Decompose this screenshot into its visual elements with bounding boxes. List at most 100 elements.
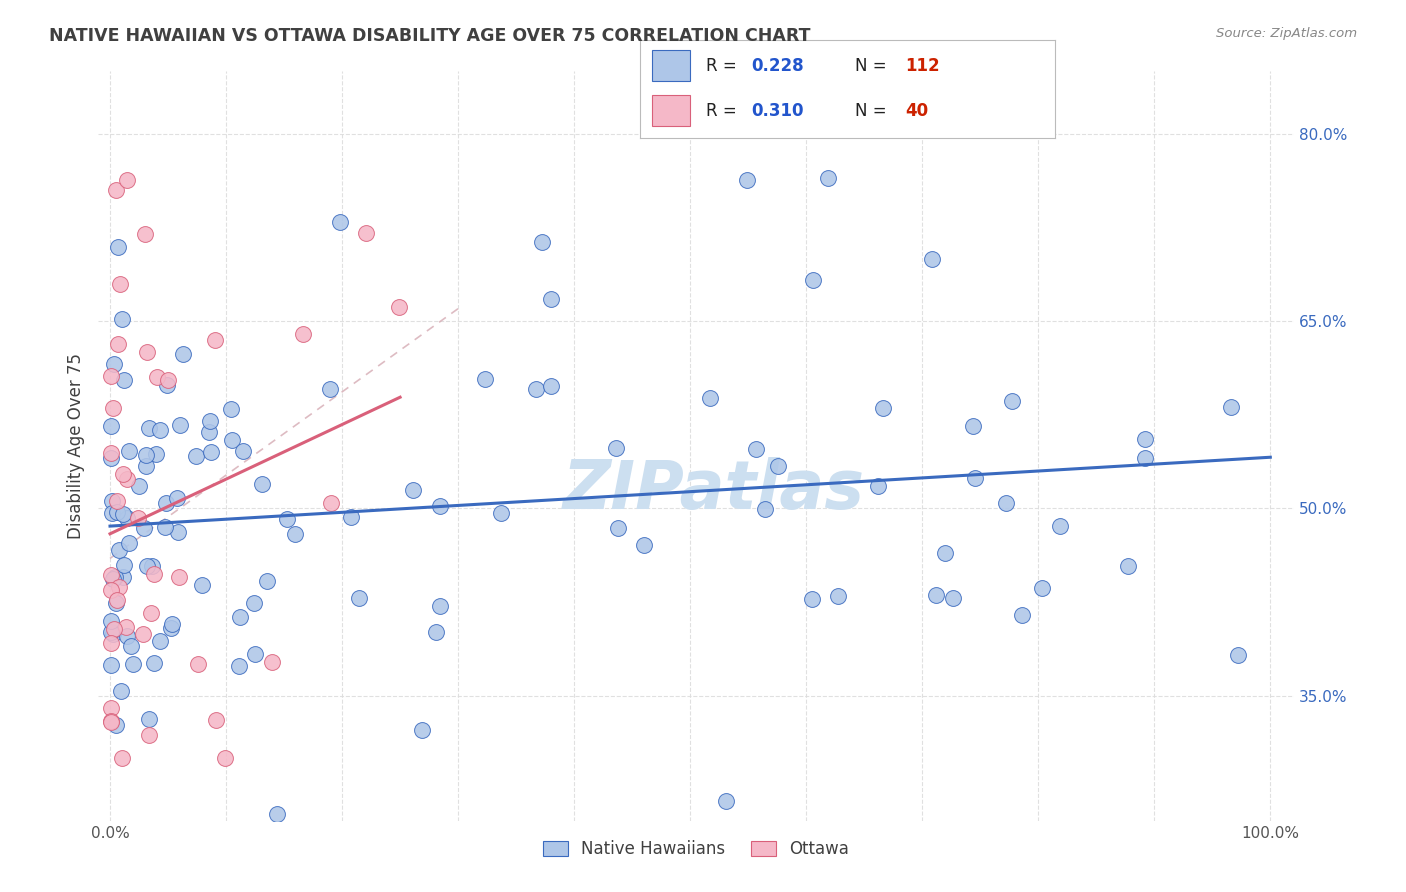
Point bbox=[143, 657, 166, 671]
Point bbox=[411, 723, 433, 737]
Text: N =: N = bbox=[855, 102, 893, 120]
Point bbox=[103, 622, 125, 636]
Point bbox=[714, 794, 737, 808]
Point bbox=[266, 807, 288, 822]
Text: 112: 112 bbox=[905, 57, 939, 75]
Text: 0.310: 0.310 bbox=[752, 102, 804, 120]
Point bbox=[138, 728, 160, 742]
Point bbox=[243, 597, 266, 611]
Text: R =: R = bbox=[706, 102, 742, 120]
Point bbox=[184, 449, 207, 463]
Point bbox=[136, 558, 159, 573]
Point bbox=[118, 536, 141, 550]
Text: 40: 40 bbox=[905, 102, 928, 120]
Point bbox=[122, 657, 145, 671]
Point bbox=[153, 520, 176, 534]
Point bbox=[191, 578, 214, 592]
Point bbox=[228, 610, 250, 624]
Point bbox=[118, 444, 141, 458]
Point bbox=[132, 626, 155, 640]
Point bbox=[1031, 582, 1053, 596]
Point bbox=[101, 627, 124, 641]
Point bbox=[1133, 450, 1156, 465]
Point bbox=[801, 273, 824, 287]
Point bbox=[115, 629, 138, 643]
Point bbox=[329, 215, 352, 229]
Point bbox=[221, 433, 243, 447]
Point bbox=[100, 658, 122, 673]
Point bbox=[1001, 393, 1024, 408]
Point bbox=[120, 639, 142, 653]
Point bbox=[252, 476, 274, 491]
Point bbox=[167, 570, 190, 584]
Point bbox=[108, 580, 131, 594]
Point bbox=[745, 442, 768, 456]
Point bbox=[200, 444, 222, 458]
Point bbox=[160, 621, 183, 635]
Point bbox=[100, 568, 122, 582]
Point bbox=[112, 558, 135, 573]
Point bbox=[866, 479, 889, 493]
Point bbox=[108, 543, 131, 558]
Point bbox=[228, 659, 250, 673]
Point bbox=[699, 392, 721, 406]
Point bbox=[114, 619, 136, 633]
Point bbox=[156, 378, 179, 392]
Point bbox=[100, 418, 122, 433]
Point bbox=[205, 714, 228, 728]
Bar bbox=[652, 95, 689, 127]
Point bbox=[172, 347, 194, 361]
Point bbox=[827, 589, 849, 603]
Point bbox=[111, 751, 134, 765]
Point bbox=[219, 401, 242, 416]
Point bbox=[243, 648, 266, 662]
Point bbox=[256, 574, 278, 588]
Point bbox=[925, 588, 948, 602]
Point bbox=[107, 336, 129, 351]
Point bbox=[197, 425, 219, 440]
Point bbox=[1116, 558, 1139, 573]
Point bbox=[141, 559, 163, 574]
Point bbox=[817, 171, 839, 186]
Point bbox=[872, 401, 894, 416]
Point bbox=[942, 591, 965, 605]
Point bbox=[112, 373, 135, 387]
Point bbox=[934, 546, 956, 560]
Point bbox=[401, 483, 423, 498]
Point bbox=[145, 447, 167, 461]
Text: R =: R = bbox=[706, 57, 742, 75]
Point bbox=[105, 718, 128, 732]
Point bbox=[605, 441, 627, 455]
Text: 0.228: 0.228 bbox=[752, 57, 804, 75]
Point bbox=[100, 714, 122, 728]
Point bbox=[1226, 648, 1249, 663]
Point bbox=[143, 567, 166, 582]
Text: ZIPat​las: ZIPat​las bbox=[562, 457, 865, 523]
Point bbox=[489, 506, 512, 520]
Point bbox=[100, 446, 122, 460]
Text: NATIVE HAWAIIAN VS OTTAWA DISABILITY AGE OVER 75 CORRELATION CHART: NATIVE HAWAIIAN VS OTTAWA DISABILITY AGE… bbox=[49, 27, 811, 45]
Point bbox=[135, 448, 157, 462]
Point bbox=[260, 655, 283, 669]
Point bbox=[105, 593, 128, 607]
Point bbox=[1011, 608, 1033, 623]
Point bbox=[136, 345, 159, 359]
Point bbox=[110, 277, 132, 291]
Point bbox=[100, 614, 122, 628]
Point bbox=[100, 450, 122, 465]
Point bbox=[530, 235, 553, 249]
Point bbox=[291, 326, 314, 341]
Point bbox=[1049, 518, 1071, 533]
Point bbox=[115, 172, 138, 186]
Point bbox=[149, 634, 172, 648]
Point bbox=[962, 419, 984, 434]
Point bbox=[146, 370, 169, 384]
Point bbox=[524, 382, 547, 396]
Point bbox=[111, 312, 134, 326]
Legend: Native Hawaiians, Ottawa: Native Hawaiians, Ottawa bbox=[537, 833, 855, 864]
Point bbox=[110, 684, 132, 698]
Point bbox=[157, 373, 180, 387]
Point bbox=[103, 569, 125, 583]
Point bbox=[166, 491, 188, 505]
Point bbox=[138, 421, 160, 435]
